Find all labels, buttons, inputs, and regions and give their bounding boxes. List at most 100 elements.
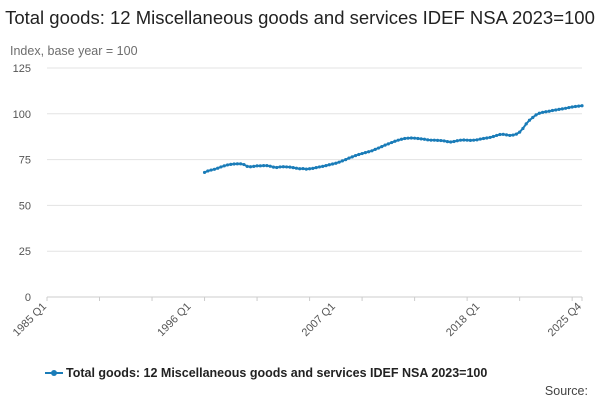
data-point: [439, 138, 443, 143]
data-point: [298, 167, 302, 171]
data-point: [278, 165, 282, 169]
data-point: [294, 166, 299, 170]
data-point: [554, 108, 558, 112]
data-point: [426, 138, 430, 142]
data-point: [495, 133, 499, 138]
data-point: [514, 132, 518, 136]
data-point: [209, 168, 213, 172]
legend-swatch: [45, 370, 63, 376]
x-tick-label: 2007 Q1: [300, 301, 338, 339]
series-line: [204, 104, 583, 174]
data-point: [432, 138, 436, 142]
data-point: [409, 136, 413, 140]
data-point: [202, 170, 207, 175]
data-point: [376, 146, 381, 150]
x-tick-label: 1985 Q1: [11, 301, 49, 339]
y-tick-label: 75: [19, 155, 31, 167]
data-point: [327, 163, 331, 167]
data-point: [563, 106, 568, 110]
data-point: [357, 152, 361, 157]
data-point: [242, 162, 246, 167]
data-point: [544, 110, 548, 114]
data-point: [396, 138, 400, 142]
data-point: [265, 164, 269, 168]
data-point: [491, 134, 495, 139]
data-point: [541, 110, 545, 114]
x-tick-label: 2018 Q1: [444, 301, 482, 339]
data-point: [380, 144, 384, 149]
data-point: [212, 167, 216, 171]
data-point: [367, 150, 371, 154]
data-point: [504, 133, 509, 137]
data-point: [449, 140, 453, 144]
data-point: [429, 138, 433, 142]
x-tick-label: 2025 Q4: [546, 301, 584, 339]
data-point: [337, 160, 341, 164]
data-point: [216, 166, 220, 170]
y-tick-label: 100: [13, 109, 31, 121]
series-layer: [202, 104, 584, 175]
data-point: [370, 149, 374, 153]
data-point: [390, 140, 394, 145]
data-point: [285, 165, 289, 169]
data-point: [445, 140, 450, 144]
data-point: [501, 132, 505, 136]
data-point: [458, 138, 463, 142]
data-point: [498, 132, 502, 137]
data-point: [419, 137, 423, 141]
data-point: [258, 164, 262, 168]
data-point: [340, 159, 344, 163]
data-point: [399, 137, 404, 141]
data-point: [531, 115, 535, 120]
data-point: [577, 104, 581, 108]
data-point: [521, 126, 525, 131]
data-point: [481, 136, 486, 141]
data-point: [301, 166, 305, 171]
data-point: [413, 136, 417, 140]
data-point: [317, 165, 322, 169]
data-point: [455, 139, 459, 143]
data-point: [314, 166, 318, 170]
data-point: [271, 165, 276, 169]
data-point: [288, 165, 292, 169]
data-point: [573, 104, 578, 109]
data-point: [416, 136, 420, 141]
data-point: [383, 143, 387, 147]
legend-label: Total goods: 12 Miscellaneous goods and …: [66, 366, 488, 380]
data-point: [291, 166, 295, 170]
data-point: [465, 138, 469, 142]
data-point: [206, 169, 210, 173]
data-point: [435, 138, 440, 142]
data-point: [219, 165, 223, 169]
data-point: [393, 139, 397, 143]
data-point: [248, 165, 253, 169]
chart-title: Total goods: 12 Miscellaneous goods and …: [5, 7, 595, 28]
data-point: [462, 138, 466, 142]
data-point: [235, 162, 239, 166]
data-point: [406, 136, 410, 140]
data-point: [567, 105, 571, 110]
data-point: [245, 164, 249, 168]
y-axis-label: Index, base year = 100: [10, 44, 138, 58]
data-point: [262, 164, 266, 168]
data-point: [307, 167, 312, 171]
data-point: [547, 109, 551, 113]
data-point: [537, 111, 541, 115]
data-point: [475, 138, 479, 142]
data-point: [347, 156, 351, 160]
data-point: [488, 135, 492, 140]
data-point: [311, 166, 315, 170]
data-point: [321, 164, 325, 168]
data-point: [281, 165, 285, 169]
data-point: [222, 164, 226, 168]
y-tick-label: 50: [19, 200, 31, 212]
source-label: Source:: [544, 384, 588, 398]
data-point: [344, 158, 348, 162]
data-point: [472, 138, 476, 142]
data-point: [350, 155, 354, 159]
data-point: [422, 137, 427, 141]
y-tick-label: 0: [25, 292, 31, 304]
data-point: [239, 162, 243, 166]
data-point: [373, 147, 377, 151]
